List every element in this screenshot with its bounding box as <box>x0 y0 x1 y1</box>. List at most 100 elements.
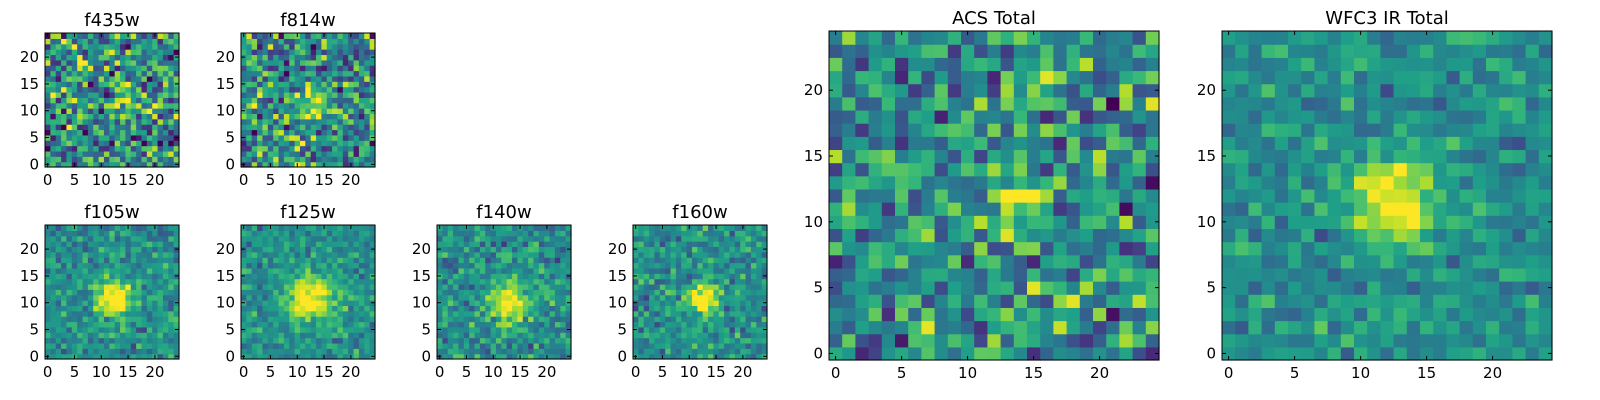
image-pixel <box>310 241 317 248</box>
image-pixel <box>1235 346 1249 361</box>
image-pixel <box>146 118 153 125</box>
image-pixel <box>1066 307 1081 322</box>
image-pixel <box>442 294 449 301</box>
image-pixel <box>1486 215 1500 229</box>
image-pixel <box>348 300 355 306</box>
image-pixel <box>146 65 153 72</box>
image-pixel <box>729 273 736 280</box>
image-pixel <box>168 273 175 280</box>
image-pixel <box>273 70 280 77</box>
image-pixel <box>93 86 100 93</box>
image-pixel <box>1512 320 1527 335</box>
image-pixel <box>442 230 449 237</box>
image-pixel <box>103 326 110 333</box>
image-pixel <box>87 353 94 360</box>
image-pixel <box>267 230 274 237</box>
image-pixel <box>501 353 508 360</box>
image-pixel <box>310 91 317 98</box>
image-pixel <box>1472 333 1487 348</box>
image-pixel <box>66 235 73 242</box>
image-pixel <box>120 235 126 242</box>
image-pixel <box>273 225 280 231</box>
image-pixel <box>283 348 290 355</box>
image-pixel <box>702 235 709 242</box>
image-pixel <box>501 273 508 280</box>
image-pixel <box>702 316 709 323</box>
image-pixel <box>109 225 116 231</box>
image-pixel <box>659 342 666 349</box>
image-pixel <box>310 342 317 349</box>
y-tick-label: 5 <box>225 129 235 147</box>
image-pixel <box>120 145 126 152</box>
image-pixel <box>109 140 116 147</box>
image-pixel <box>305 129 312 136</box>
image-pixel <box>649 326 656 333</box>
image-pixel <box>761 316 768 323</box>
image-pixel <box>713 332 720 339</box>
image-pixel <box>294 246 301 253</box>
image-pixel <box>136 305 143 312</box>
image-pixel <box>1093 83 1107 98</box>
image-pixel <box>517 326 524 333</box>
image-pixel <box>895 44 909 58</box>
image-pixel <box>1132 228 1147 243</box>
image-pixel <box>1145 346 1160 361</box>
y-tick-label: 0 <box>225 155 235 173</box>
image-pixel <box>697 321 704 328</box>
image-pixel <box>659 273 666 280</box>
image-pixel <box>326 59 333 66</box>
image-pixel <box>326 225 333 231</box>
image-pixel <box>251 86 258 93</box>
image-pixel <box>168 161 175 168</box>
image-pixel <box>114 70 121 77</box>
image-pixel <box>437 294 443 301</box>
image-pixel <box>1235 320 1249 335</box>
image-pixel <box>162 161 169 168</box>
image-pixel <box>1433 162 1447 177</box>
image-pixel <box>120 81 126 88</box>
image-pixel <box>761 235 768 242</box>
y-tick-label: 0 <box>813 344 823 362</box>
image-pixel <box>974 70 988 85</box>
image-pixel <box>686 342 693 349</box>
image-pixel <box>987 149 1002 164</box>
image-pixel <box>294 59 301 66</box>
image-pixel <box>45 316 51 323</box>
image-pixel <box>1145 294 1160 308</box>
image-pixel <box>120 129 126 136</box>
image-pixel <box>103 91 110 98</box>
image-pixel <box>141 267 148 274</box>
image-pixel <box>1459 307 1474 322</box>
image-pixel <box>364 49 371 56</box>
image-pixel <box>173 102 180 109</box>
image-pixel <box>299 230 306 237</box>
image-pixel <box>125 38 132 45</box>
image-pixel <box>686 262 693 269</box>
image-pixel <box>98 43 105 50</box>
image-pixel <box>152 262 159 269</box>
image-pixel <box>485 235 492 242</box>
image-pixel <box>146 49 153 56</box>
image-pixel <box>152 59 159 66</box>
image-pixel <box>490 262 497 269</box>
image-pixel <box>961 307 975 322</box>
image-pixel <box>87 75 94 82</box>
image-pixel <box>98 102 105 109</box>
image-pixel <box>517 310 524 317</box>
image-pixel <box>681 342 688 349</box>
image-pixel <box>1027 162 1041 177</box>
image-pixel <box>332 86 339 93</box>
image-pixel <box>638 251 645 258</box>
image-pixel <box>321 38 328 45</box>
y-tick-label: 0 <box>29 347 39 365</box>
image-pixel <box>675 348 682 355</box>
image-pixel <box>697 278 704 285</box>
image-pixel <box>125 305 132 312</box>
image-pixel <box>98 134 105 141</box>
image-pixel <box>55 156 62 163</box>
y-tick-label: 5 <box>617 321 627 339</box>
image-pixel <box>1512 294 1527 308</box>
image-pixel <box>740 257 747 264</box>
image-pixel <box>71 49 78 56</box>
image-pixel <box>358 262 365 269</box>
